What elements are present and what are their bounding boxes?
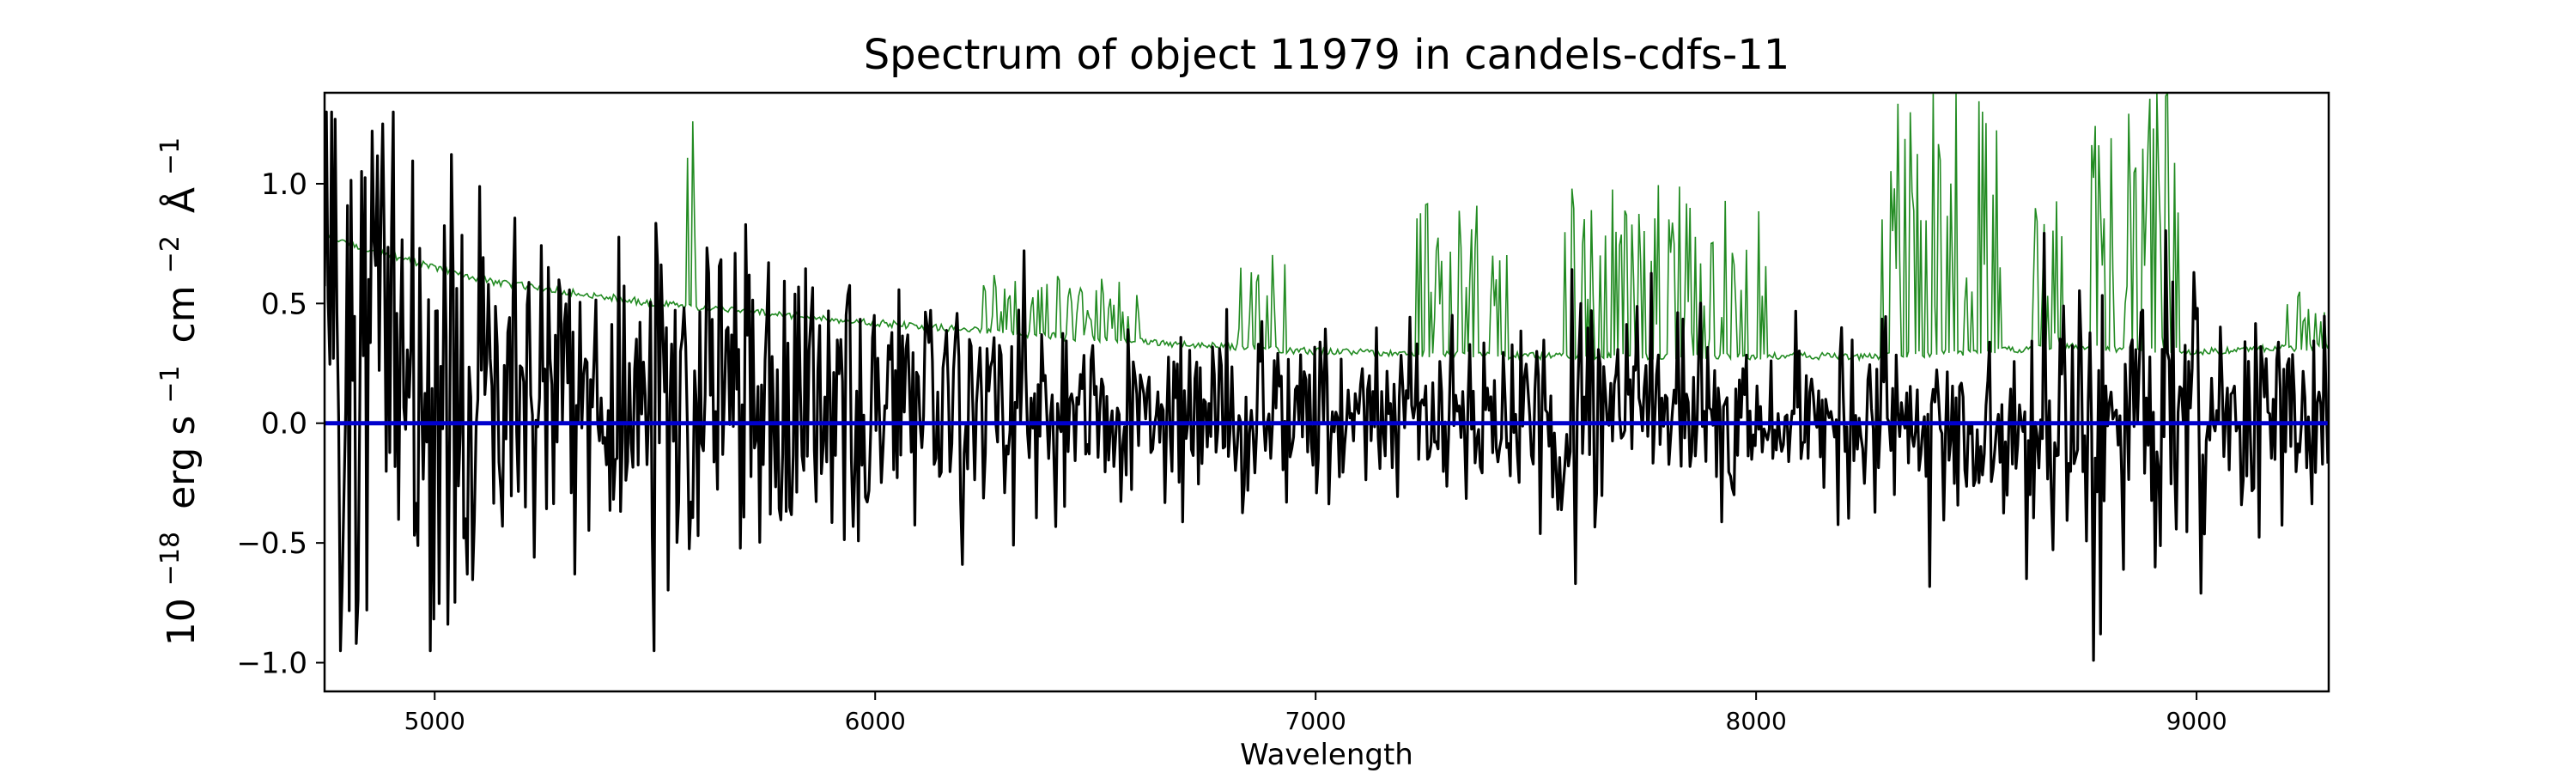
y-axis: −1.0 −0.5 0.0 0.5 1.0	[236, 167, 325, 681]
y-label-unit-erg-s: erg s	[160, 416, 204, 509]
y-tick-label: 0.5	[261, 287, 307, 321]
x-tick-label: 7000	[1285, 707, 1346, 735]
chart-title: Spectrum of object 11979 in candels-cdfs…	[864, 31, 1790, 79]
x-tick-label: 6000	[845, 707, 906, 735]
y-label-prefix-exponent: −18	[155, 532, 185, 586]
plot-frame	[323, 91, 2330, 693]
x-tick-label: 9000	[2166, 707, 2227, 735]
y-tick-label: 1.0	[261, 167, 307, 202]
y-tick-label: 0.0	[261, 407, 307, 441]
y-label-unit-erg-s-exponent: −1	[155, 365, 185, 403]
x-axis: 5000 6000 7000 8000 9000	[404, 691, 2227, 735]
series-layer	[325, 93, 2329, 662]
x-tick-label: 5000	[404, 707, 465, 735]
y-label-unit-angstrom: Å	[158, 187, 204, 213]
y-label-unit-angstrom-exponent: −1	[155, 137, 185, 175]
y-axis-label: 10 −18 erg s −1 cm −2 Å −1	[144, 137, 204, 646]
y-label-unit-cm-exponent: −2	[155, 235, 185, 273]
y-label-prefix: 10	[160, 598, 204, 646]
y-tick-label: −1.0	[236, 647, 307, 681]
y-label-unit-cm: cm	[160, 285, 204, 343]
x-axis-label: Wavelength	[1240, 738, 1413, 772]
x-tick-label: 8000	[1726, 707, 1787, 735]
y-tick-label: −0.5	[236, 526, 307, 561]
flux-spectrum-line	[325, 110, 2329, 662]
